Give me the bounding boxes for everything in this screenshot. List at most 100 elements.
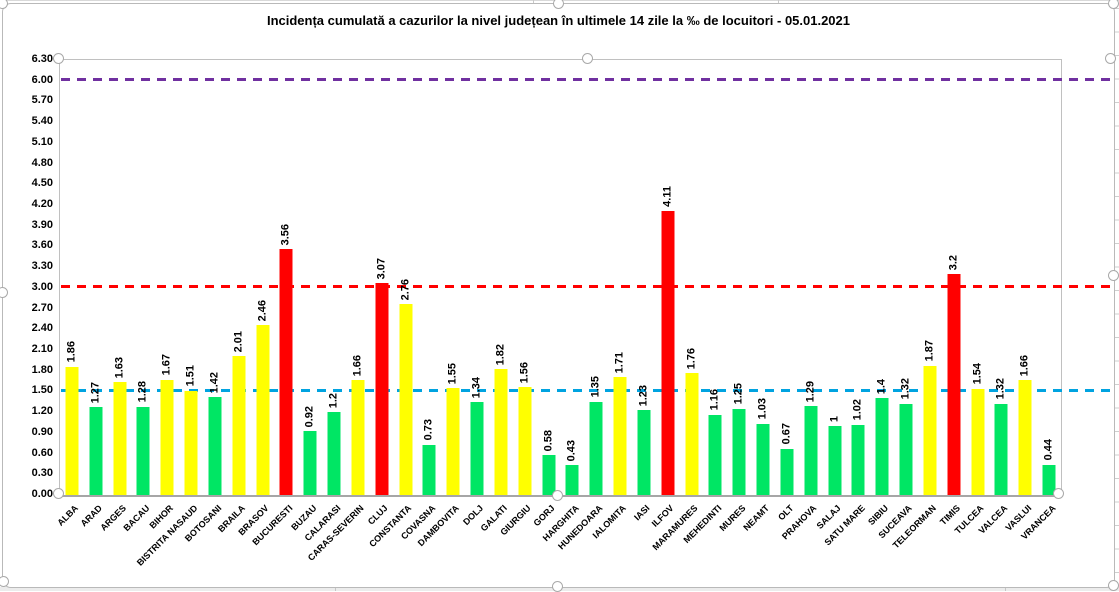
bar-column: 0.43 (561, 60, 585, 495)
bar-value-label: 0.92 (303, 406, 316, 428)
bar-mures[interactable] (732, 408, 746, 495)
bar-cluj[interactable] (375, 283, 389, 495)
category-label: ALBA (55, 503, 80, 528)
bar-column: 1.35 (584, 60, 608, 495)
y-tick-label: 0.30 (31, 467, 53, 480)
bar-arges[interactable] (113, 382, 127, 495)
selection-handle[interactable] (1104, 52, 1116, 64)
bar-column: 1.67 (155, 60, 179, 495)
bar-covasna[interactable] (422, 444, 436, 495)
bar-vaslui[interactable] (1018, 380, 1032, 495)
bar-sibiu[interactable] (875, 398, 889, 495)
bar-giurgiu[interactable] (518, 387, 532, 495)
worksheet-gridline-tick (778, 0, 779, 3)
y-tick-label: 1.50 (31, 384, 53, 397)
bar-value-label: 3.07 (375, 257, 388, 280)
bar-column: 1.86 (60, 60, 84, 495)
bar-value-label: 1.2 (327, 392, 340, 409)
selection-handle[interactable] (52, 487, 64, 499)
bar-value-label: 1.66 (351, 354, 364, 377)
bar-value-label: 1.66 (1018, 354, 1031, 377)
bar-olt[interactable] (780, 448, 794, 495)
bar-gorj[interactable] (542, 454, 556, 495)
bar-value-label: 1.51 (184, 365, 197, 387)
bar-value-label: 1.27 (89, 381, 102, 404)
y-tick-label: 3.30 (31, 260, 53, 273)
selection-handle[interactable] (1052, 487, 1064, 499)
bar-value-label: 3.56 (279, 223, 292, 246)
bar-prahova[interactable] (804, 405, 818, 495)
selection-handle[interactable] (52, 52, 64, 64)
bar-column: 1.2 (322, 60, 346, 495)
bar-hunedoara[interactable] (589, 401, 603, 495)
bar-column: 1.87 (918, 60, 942, 495)
category-label: IASI (632, 503, 652, 523)
bar-column: 0.44 (1037, 60, 1061, 495)
bar-salaj[interactable] (828, 425, 842, 495)
y-tick-label: 6.00 (31, 73, 53, 86)
bar-column: 1.66 (1013, 60, 1037, 495)
y-tick-label: 2.40 (31, 322, 53, 335)
bar-brasov[interactable] (256, 325, 270, 495)
bar-botosani[interactable] (208, 396, 222, 495)
bar-bacau[interactable] (136, 406, 150, 495)
bar-dambovita[interactable] (446, 387, 460, 495)
bar-dolj[interactable] (470, 402, 484, 495)
bar-column: 1.16 (704, 60, 728, 495)
bar-value-label: 1.16 (708, 389, 721, 411)
bar-suceava[interactable] (899, 403, 913, 495)
selection-handle[interactable] (0, 0, 8, 9)
bar-constanta[interactable] (399, 304, 413, 495)
selection-handle[interactable] (1107, 579, 1119, 591)
selection-handle[interactable] (551, 580, 563, 592)
bar-tulcea[interactable] (971, 388, 985, 495)
bar-column: 1.03 (751, 60, 775, 495)
bar-alba[interactable] (65, 366, 79, 495)
bar-caras-severin[interactable] (351, 380, 365, 495)
chart-title: Incidența cumulată a cazurilor la nivel … (266, 13, 851, 28)
y-tick-label: 3.90 (31, 218, 53, 231)
bar-teleorman[interactable] (923, 365, 937, 495)
selection-handle[interactable] (1107, 269, 1119, 281)
bar-ialomita[interactable] (613, 376, 627, 495)
y-tick-label: 5.10 (31, 135, 53, 148)
bar-column: 2.01 (227, 60, 251, 495)
bar-bucuresti[interactable] (279, 249, 293, 495)
bar-maramures[interactable] (685, 373, 699, 495)
bar-mehedinti[interactable] (708, 414, 722, 495)
bar-harghita[interactable] (565, 465, 579, 495)
bar-neamt[interactable] (756, 423, 770, 495)
bar-calarasi[interactable] (327, 412, 341, 495)
bar-value-label: 1.35 (589, 376, 602, 398)
bar-column: 1.56 (513, 60, 537, 495)
bar-column: 0.73 (418, 60, 442, 495)
bar-value-label: 0.67 (780, 423, 793, 445)
bar-column: 1.27 (84, 60, 108, 495)
bar-bistrita-nasaud[interactable] (184, 390, 198, 495)
selection-handle[interactable] (552, 0, 564, 9)
selection-handle[interactable] (0, 575, 9, 587)
bar-galati[interactable] (494, 369, 508, 495)
selection-handle[interactable] (551, 489, 563, 501)
bar-buzau[interactable] (303, 431, 317, 495)
bar-series: 1.86 1.27 1.63 1.28 1.67 1.51 1.42 2.01 2.46 3.56… (60, 60, 1061, 495)
selection-handle[interactable] (0, 286, 8, 298)
y-tick-label: 3.60 (31, 239, 53, 252)
bar-braila[interactable] (232, 356, 246, 495)
bar-satu-mare[interactable] (851, 424, 865, 495)
bar-value-label: 0.43 (565, 439, 578, 462)
bar-value-label: 0.44 (1042, 439, 1055, 461)
bar-value-label: 1.71 (613, 351, 626, 373)
bar-vrancea[interactable] (1042, 464, 1056, 495)
selection-handle[interactable] (1107, 0, 1119, 9)
selection-handle[interactable] (581, 52, 593, 64)
bar-timis[interactable] (947, 274, 961, 495)
bar-value-label: 1.25 (732, 383, 745, 405)
y-tick-label: 0.90 (31, 425, 53, 438)
bar-valcea[interactable] (994, 403, 1008, 495)
bar-ilfov[interactable] (661, 211, 675, 495)
bar-arad[interactable] (89, 407, 103, 495)
bar-iasi[interactable] (637, 410, 651, 495)
bar-column: 1.55 (441, 60, 465, 495)
bar-bihor[interactable] (160, 379, 174, 495)
